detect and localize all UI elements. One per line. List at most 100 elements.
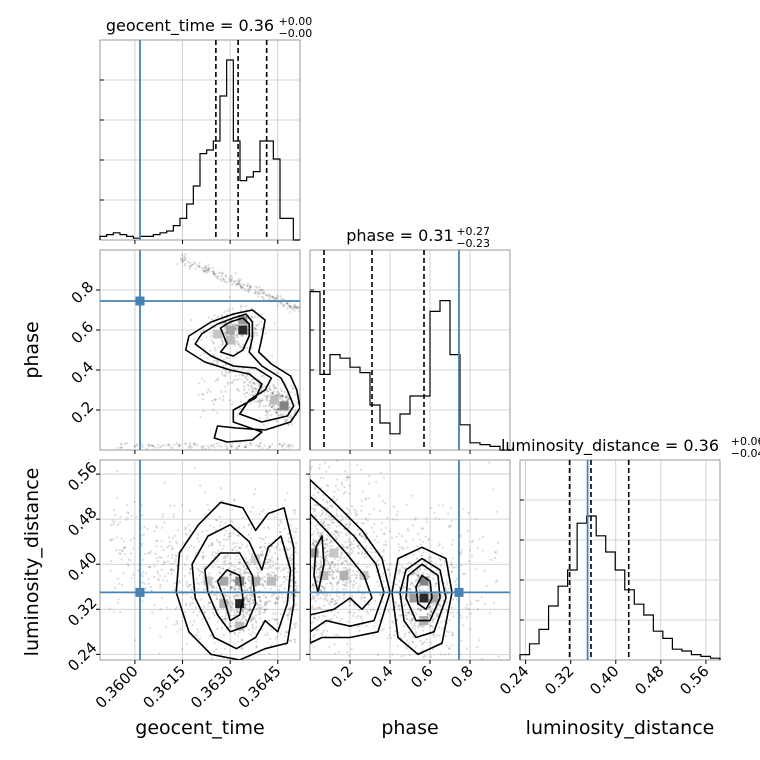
- luminosity_distance_vs_geocent_time-sample-359: [287, 618, 290, 621]
- phase_vs_geocent_time-sample-788: [231, 446, 234, 449]
- luminosity_distance_vs_phase-sample-466: [346, 651, 349, 654]
- luminosity_distance_vs_geocent_time-sample-8: [259, 546, 262, 549]
- luminosity_distance_vs_geocent_time-sample-925: [243, 570, 246, 574]
- luminosity_distance_vs_phase-sample-212: [343, 559, 347, 563]
- phase_vs_geocent_time-sample-203: [221, 271, 224, 275]
- luminosity_distance_vs_geocent_time-sample-43: [258, 570, 261, 573]
- luminosity_distance_vs_phase-sample-515: [333, 643, 336, 646]
- phase_vs_geocent_time-sample-400: [210, 338, 213, 341]
- phase_vs_geocent_time-sample-224: [207, 316, 210, 319]
- phase_vs_geocent_time-sample-845: [283, 448, 286, 450]
- luminosity_distance_vs_phase-sample-786: [382, 628, 385, 631]
- luminosity_distance_vs_phase-sample-1208: [390, 536, 394, 540]
- luminosity_distance_vs_geocent_time-sample-809: [207, 601, 211, 604]
- luminosity_distance_vs_geocent_time-sample-1067: [150, 589, 153, 592]
- phase_vs_geocent_time-sample-917: [252, 394, 255, 397]
- phase_vs_geocent_time-sample-580: [254, 392, 257, 395]
- phase_vs_geocent_time-sample-72: [248, 288, 251, 291]
- luminosity_distance_vs_phase-sample-701: [423, 640, 426, 644]
- phase_vs_geocent_time-sample-686: [280, 389, 283, 393]
- luminosity_distance_vs_phase-sample-531: [310, 598, 313, 601]
- luminosity_distance_vs_phase-sample-1173: [348, 599, 351, 603]
- luminosity_distance_vs_phase-sample-126: [335, 583, 338, 587]
- luminosity_distance_vs_geocent_time-sample-884: [168, 540, 171, 543]
- phase_vs_geocent_time-sample-630: [266, 416, 269, 419]
- luminosity_distance_vs_geocent_time-sample-658: [231, 520, 234, 523]
- luminosity_distance_vs_phase-sample-359: [317, 597, 320, 600]
- phase_vs_geocent_time-sample-612: [267, 388, 270, 391]
- luminosity_distance_vs_phase-sample-1201: [336, 570, 339, 573]
- luminosity_distance_vs_phase-sample-487: [321, 564, 324, 567]
- luminosity_distance_vs_phase-sample-454: [360, 551, 364, 554]
- luminosity_distance_vs_phase-sample-267: [353, 584, 356, 587]
- luminosity_distance_vs_geocent_time-sample-563: [224, 616, 227, 619]
- luminosity_distance_vs_phase-sample-24: [316, 594, 319, 597]
- luminosity_distance_vs_phase-sample-226: [323, 547, 326, 550]
- luminosity_distance_vs_geocent_time-sample-565: [247, 533, 250, 537]
- luminosity_distance_vs_geocent_time-sample-525: [295, 585, 298, 588]
- phase_vs_geocent_time-sample-830: [196, 444, 199, 447]
- phase_vs_geocent_time-sample-731: [265, 410, 268, 413]
- luminosity_distance_vs_phase-sample-616: [316, 576, 319, 579]
- luminosity_distance_vs_phase-sample-457: [322, 521, 325, 525]
- luminosity_distance_vs_phase-sample-1179: [429, 624, 432, 628]
- luminosity_distance_vs_phase-sample-1078: [421, 588, 424, 592]
- luminosity_distance_vs_geocent_time-sample-855: [274, 619, 277, 622]
- luminosity_distance_vs_phase-sample-1258: [467, 511, 470, 515]
- phase_vs_geocent_time-sample-655: [275, 411, 278, 414]
- phase_vs_geocent_time-sample-582: [223, 374, 226, 377]
- phase_vs_geocent_time-sample-42: [289, 305, 292, 308]
- phase_vs_geocent_time-sample-831: [153, 446, 156, 449]
- luminosity_distance_vs_geocent_time-sample-271: [295, 588, 298, 591]
- phase_vs_geocent_time-sample-583: [256, 399, 260, 402]
- luminosity_distance_vs_phase-sample-505: [355, 616, 358, 619]
- luminosity_distance_vs_phase-sample-464: [325, 594, 328, 598]
- luminosity_distance_vs_geocent_time-sample-757: [265, 561, 269, 565]
- luminosity_distance_vs_phase-sample-758: [430, 624, 433, 628]
- luminosity_distance_vs_geocent_time-sample-1012: [246, 594, 249, 597]
- luminosity_distance_vs_geocent_time-sample-261: [262, 538, 265, 541]
- luminosity_distance_vs_phase-sample-518: [319, 589, 323, 592]
- phase_vs_geocent_time-sample-91: [214, 272, 217, 276]
- luminosity_distance_vs_geocent_time-sample-778: [267, 599, 270, 602]
- luminosity_distance_vs_geocent_time-sample-77: [233, 587, 236, 590]
- luminosity_distance_vs_geocent_time-sample-1006: [227, 603, 230, 606]
- phase_vs_geocent_time-sample-837: [230, 445, 233, 448]
- phase_vs_geocent_time-sample-138: [289, 306, 292, 309]
- luminosity_distance_vs_geocent_time-sample-449: [175, 620, 178, 623]
- phase_vs_geocent_time-sample-751: [275, 410, 278, 413]
- phase_vs_geocent_time-sample-311: [253, 327, 256, 330]
- luminosity_distance_vs_geocent_time-sample-400: [251, 617, 254, 621]
- phase_vs_geocent_time-sample-581: [221, 373, 224, 376]
- luminosity_distance_vs_geocent_time-sample-788: [267, 572, 270, 575]
- luminosity_distance_vs_phase-sample-1203: [387, 568, 390, 572]
- luminosity_distance_vs_phase-plot-area: [310, 460, 500, 660]
- luminosity_distance_vs_phase-sample-497: [315, 503, 318, 506]
- luminosity_distance_vs_phase-sample-1278: [360, 595, 363, 598]
- phase_vs_geocent_time-sample-698: [281, 394, 284, 397]
- luminosity_distance_vs_phase-sample-199: [336, 530, 339, 533]
- luminosity_distance_vs_geocent_time-sample-953: [250, 594, 253, 597]
- luminosity_distance_vs_phase-sample-15: [312, 617, 315, 620]
- luminosity_distance_vs_geocent_time-sample-975: [233, 581, 236, 584]
- phase_vs_geocent_time-sample-764: [192, 442, 195, 445]
- luminosity_distance_vs_geocent_time-sample-1078: [127, 564, 130, 567]
- luminosity_distance_vs_geocent_time-sample-452: [233, 568, 236, 572]
- luminosity_distance_vs_phase-sample-826: [380, 629, 383, 632]
- phase_vs_geocent_time-sample-820: [288, 446, 291, 449]
- phase_vs_geocent_time-sample-784: [152, 444, 155, 447]
- luminosity_distance_vs_phase-sample-122: [382, 532, 385, 535]
- luminosity_distance_vs_phase-sample-155: [331, 574, 334, 578]
- luminosity_distance_vs_geocent_time-sample-17: [293, 512, 296, 515]
- luminosity_distance_vs_geocent_time-sample-1155: [123, 553, 126, 556]
- luminosity_distance_vs_geocent_time-sample-1101: [119, 552, 122, 555]
- luminosity_distance_vs_phase-sample-615: [329, 542, 332, 545]
- phase_vs_geocent_time-sample-815: [168, 444, 171, 447]
- phase_vs_geocent_time-sample-901: [206, 391, 209, 394]
- luminosity_distance_vs_geocent_time-sample-1199: [154, 552, 157, 556]
- luminosity_distance_vs_geocent_time-sample-704: [224, 617, 227, 620]
- phase_vs_geocent_time-sample-186: [228, 276, 231, 280]
- luminosity_distance_vs_phase-sample-765: [415, 612, 418, 615]
- luminosity_distance_vs_geocent_time-sample-418: [203, 611, 206, 614]
- phase_vs_geocent_time-sample-615: [242, 381, 246, 384]
